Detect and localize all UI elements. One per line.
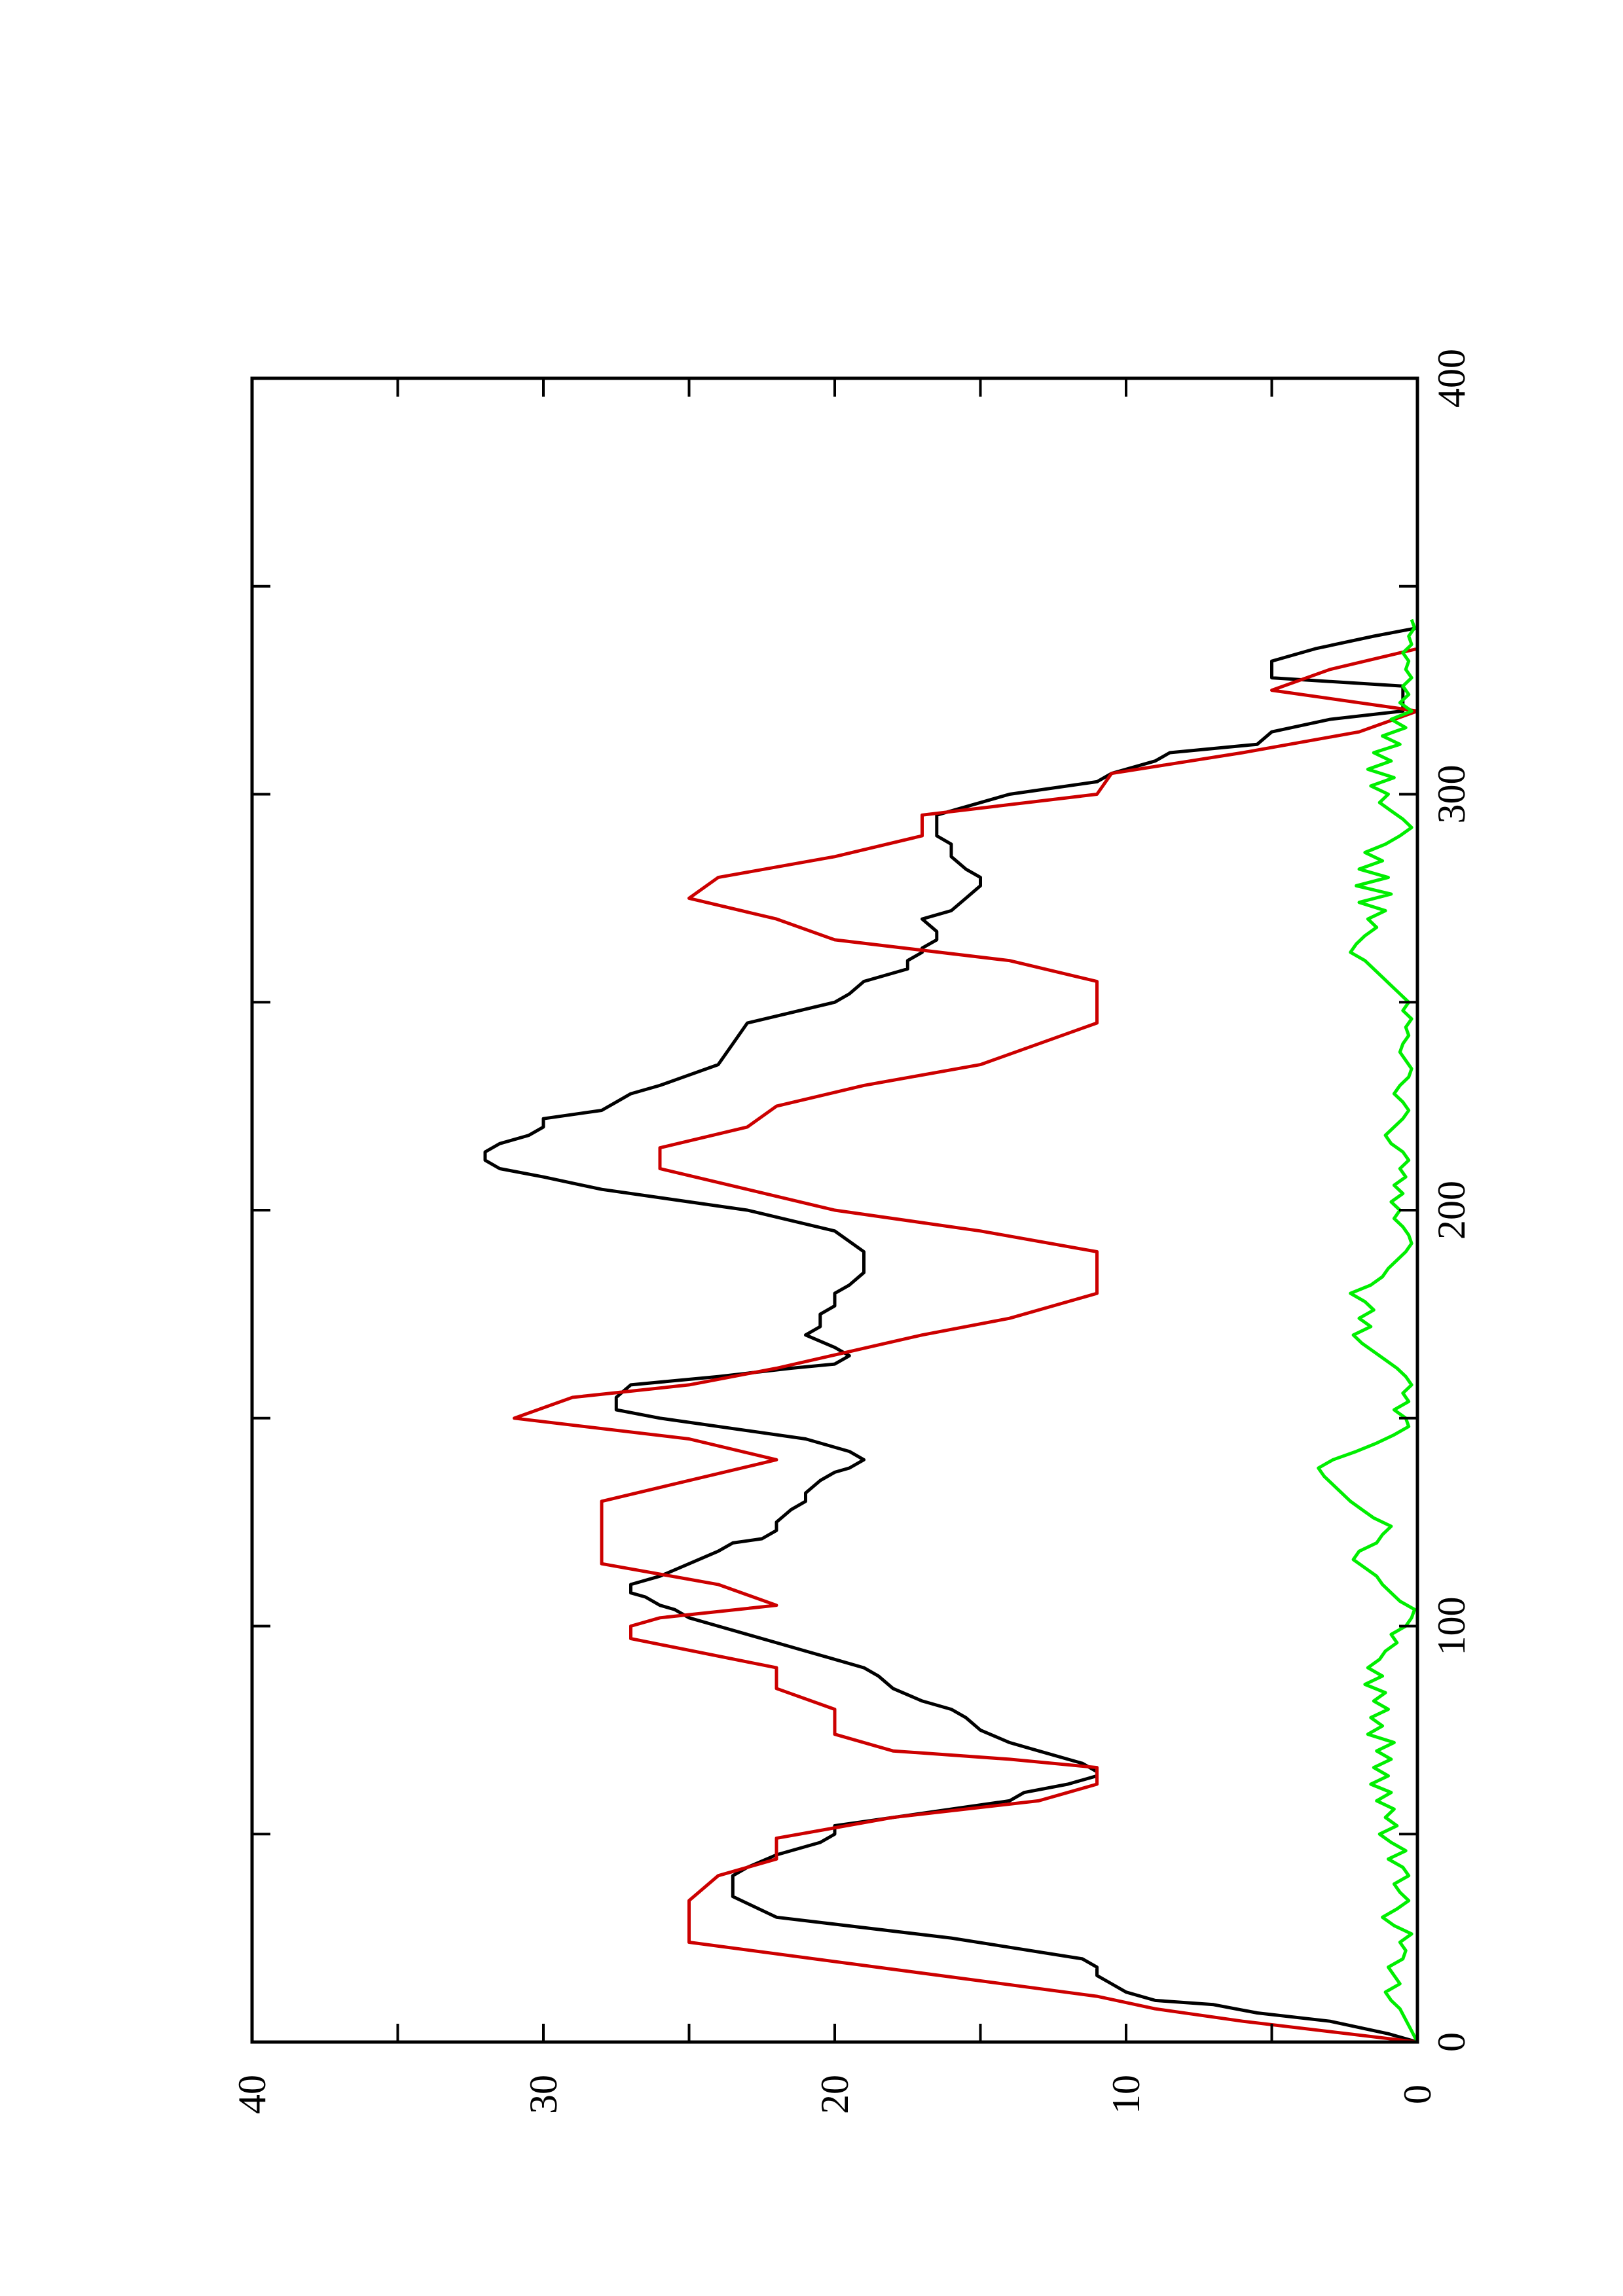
- y-tick-label: 30: [522, 2075, 565, 2114]
- y-tick-label: 0: [1396, 2085, 1439, 2104]
- series-line-3: [1317, 619, 1419, 2043]
- x-tick-label: 400: [1430, 349, 1473, 408]
- x-tick-label: 0: [1430, 2032, 1473, 2052]
- series-layer: [483, 619, 1419, 2044]
- series-line-1: [483, 619, 1419, 2044]
- x-tick-label: 200: [1430, 1181, 1473, 1240]
- series-line-2: [513, 619, 1419, 2044]
- x-tick-label: 100: [1430, 1597, 1473, 1656]
- labels-layer: 0 100 200 300 400 0 10 20 30 40: [230, 349, 1473, 2114]
- plot-frame: [250, 376, 1419, 2044]
- y-tick-label: 20: [813, 2075, 856, 2114]
- y-tick-label: 40: [230, 2075, 274, 2114]
- y-tick-label: 10: [1104, 2075, 1148, 2114]
- x-tick-label: 300: [1430, 765, 1473, 824]
